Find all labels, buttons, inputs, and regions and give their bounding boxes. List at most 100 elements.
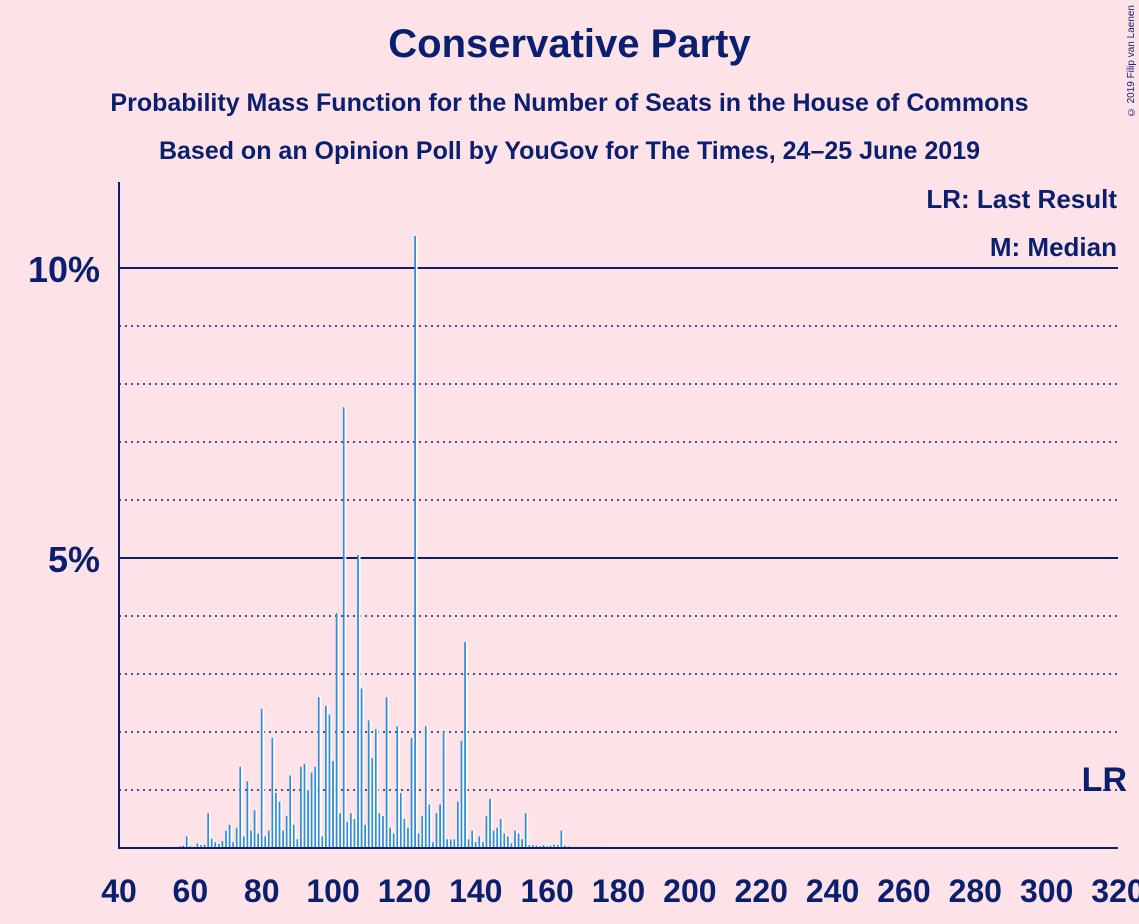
bar-highlight [348,821,350,848]
bar-highlight [219,843,222,848]
bar-highlight [473,830,475,848]
bar-highlight [480,836,482,848]
bar-highlight [505,833,507,848]
bar-highlight [237,827,240,848]
chart-subtitle: Probability Mass Function for the Number… [110,89,1029,117]
bar [453,839,456,848]
bar-highlight [241,766,243,848]
bar-highlight [341,813,343,848]
x-tick-label: 60 [173,873,209,909]
bar-highlight [391,827,393,848]
bar-highlight [498,827,500,848]
bar [424,726,427,848]
legend-median: M: Median [989,232,1117,262]
x-tick-label: 100 [306,873,359,909]
bar [432,842,434,848]
bar [503,833,506,848]
bar-highlight [419,833,422,848]
bar-highlight [469,839,472,848]
bar [250,830,252,848]
bar [207,813,210,848]
bar-highlight [351,813,354,848]
bar-highlight [430,804,432,848]
bar [460,740,463,848]
x-tick-label: 140 [449,873,502,909]
bar-highlight [226,830,229,848]
bar [239,766,242,848]
bar-highlight [458,801,461,848]
y-tick-label: 10% [28,249,100,290]
bar [328,714,331,848]
bar-highlight [416,236,418,849]
bar-highlight [380,813,382,848]
bar-highlight [230,824,233,848]
bar-highlight [326,705,329,848]
bar [517,833,520,848]
bar-highlight [205,844,208,848]
bar-highlight [266,836,268,848]
bar [385,697,388,848]
bar [353,819,356,848]
bar-highlight [383,816,386,848]
bar [417,833,420,848]
bar-highlight [209,813,211,848]
bar-highlight [455,839,457,848]
bar-highlight [366,824,368,848]
x-tick-label: 40 [101,873,137,909]
bar-highlight [490,798,493,848]
bar [210,838,213,848]
bar [556,845,559,848]
x-tick-label: 320 [1091,873,1139,909]
bar-highlight [412,737,415,848]
bar [264,836,267,848]
bar-highlight [565,845,568,848]
bar-highlight [291,775,293,848]
bar-highlight [187,836,190,848]
bar-highlight [465,642,468,848]
bar-highlight [184,845,186,848]
bar [282,830,285,848]
bar [407,827,409,848]
bar [346,821,349,848]
bar-highlight [333,761,336,848]
bar [474,842,477,848]
bar-highlight [358,555,361,848]
bar [396,726,399,848]
bar-highlight [344,407,347,848]
bar [367,720,370,848]
bar [489,798,491,848]
bar [296,839,299,848]
bar-highlight [394,833,397,848]
bar [317,697,320,848]
bar [521,839,524,848]
bar [439,804,442,848]
bar-highlight [373,758,375,848]
x-tick-label: 160 [520,873,573,909]
bar-highlight [255,810,258,848]
bar [310,772,313,848]
bar-highlight [308,790,311,848]
bar [342,407,345,848]
bar [203,844,206,848]
bar [403,819,406,848]
bar-highlight [248,781,250,848]
bar-highlight [201,845,204,848]
bar-highlight [544,845,547,848]
bar-highlight [294,824,297,848]
bar-highlight [558,845,561,848]
bar-highlight [312,772,315,848]
bar-highlight [533,845,536,848]
bar [492,830,495,848]
chart-source: Based on an Opinion Poll by YouGov for T… [158,137,981,165]
bar [289,775,292,848]
x-tick-label: 220 [735,873,788,909]
bar-highlight [298,839,300,848]
bar-highlight [423,816,425,848]
bar [467,839,470,848]
bar-highlight [426,726,429,848]
bar-highlight [362,688,365,848]
bar [389,827,392,848]
bar [414,236,417,849]
y-tick-label: 5% [48,539,100,580]
bar-highlight [555,844,557,848]
